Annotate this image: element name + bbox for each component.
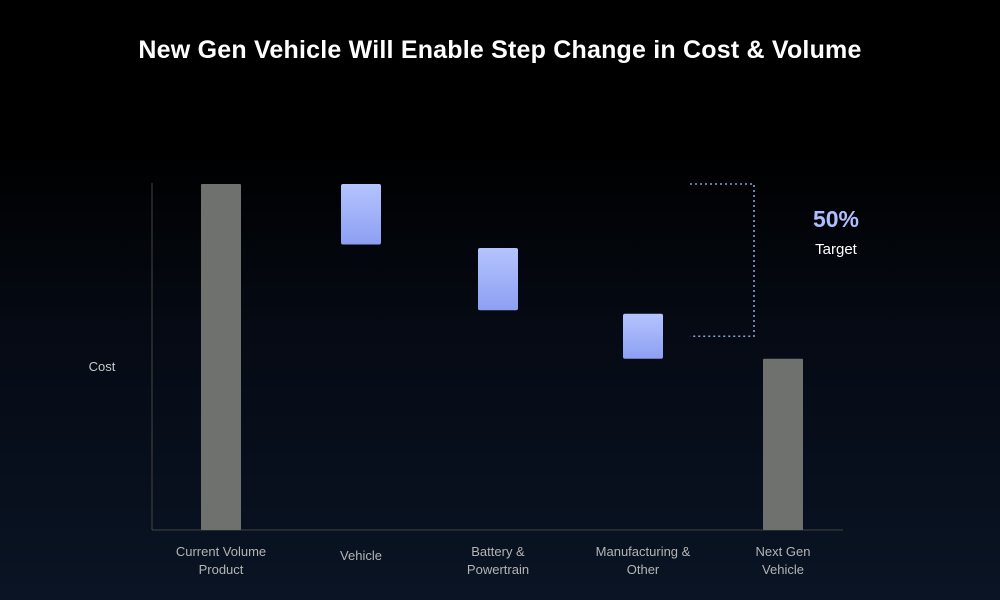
bar-next-gen-vehicle bbox=[763, 358, 803, 530]
target-bracket bbox=[690, 183, 755, 338]
bar-vehicle bbox=[341, 184, 381, 245]
x-tick-label: Current Volume Product bbox=[176, 544, 266, 577]
bar-battery-powertrain bbox=[478, 248, 518, 311]
bar-manufacturing-other bbox=[623, 313, 663, 359]
x-tick-label: Manufacturing & Other bbox=[596, 544, 691, 577]
bar-current-volume-product bbox=[201, 184, 241, 530]
x-tick-labels: Current Volume Product Vehicle Battery & Pow… bbox=[176, 544, 811, 577]
annotation-value: 50% bbox=[813, 206, 859, 232]
x-tick-label: Vehicle bbox=[340, 548, 382, 563]
annotation-label: Target bbox=[815, 241, 858, 258]
x-tick-label: Battery & Powertrain bbox=[467, 544, 529, 577]
target-annotation: 50% Target bbox=[690, 183, 859, 338]
bars-layer bbox=[201, 184, 803, 530]
chart-title: New Gen Vehicle Will Enable Step Change … bbox=[138, 36, 862, 64]
x-tick-label: Next Gen Vehicle bbox=[756, 544, 811, 577]
y-axis-label: Cost bbox=[89, 359, 116, 374]
